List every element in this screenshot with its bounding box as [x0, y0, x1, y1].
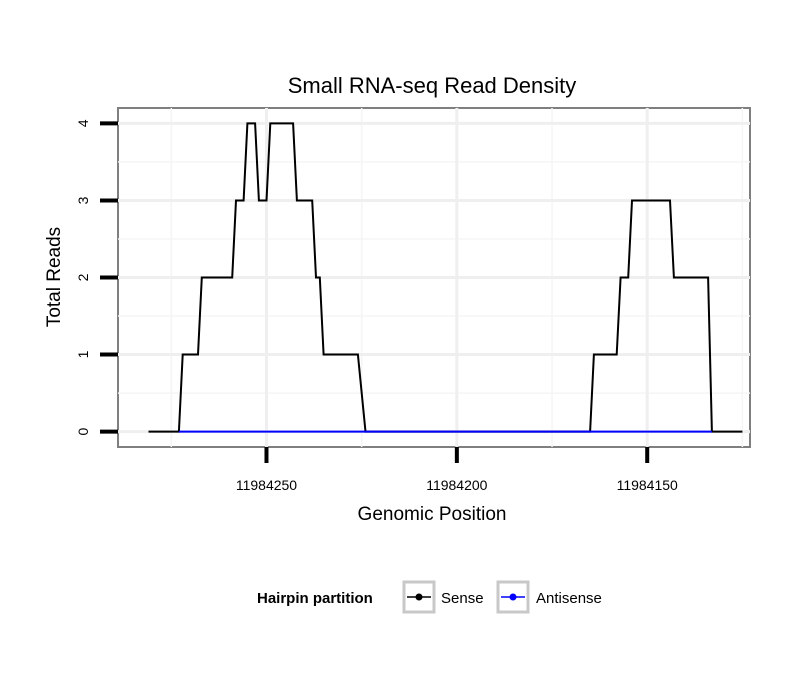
legend: Hairpin partition Sense Antisense: [257, 580, 602, 614]
y-tick-label: 0: [75, 427, 91, 435]
legend-title: Hairpin partition: [257, 590, 373, 607]
y-tick-label: 2: [75, 273, 91, 281]
chart-title: Small RNA-seq Read Density: [288, 73, 577, 98]
series-line-sense: [148, 122, 743, 433]
x-axis: 11984250 11984200 11984150: [236, 447, 678, 493]
legend-label-sense: Sense: [441, 590, 484, 607]
series-layer: [148, 122, 743, 433]
y-axis-title: Total Reads: [44, 227, 65, 327]
x-axis-title: Genomic Position: [358, 504, 507, 525]
x-tick-label: 11984200: [426, 477, 487, 493]
x-tick-label: 11984250: [236, 477, 297, 493]
y-tick-label: 3: [75, 196, 91, 204]
y-tick-label: 1: [75, 350, 91, 358]
legend-label-antisense: Antisense: [536, 590, 602, 607]
y-axis: 0 1 2 3 4: [75, 119, 118, 435]
legend-item-sense: Sense: [402, 580, 484, 614]
y-tick-label: 4: [75, 119, 91, 127]
legend-item-antisense: Antisense: [496, 580, 602, 614]
legend-key-sense-point: [415, 593, 423, 601]
legend-key-antisense-point: [509, 593, 517, 601]
x-tick-label: 11984150: [617, 477, 678, 493]
